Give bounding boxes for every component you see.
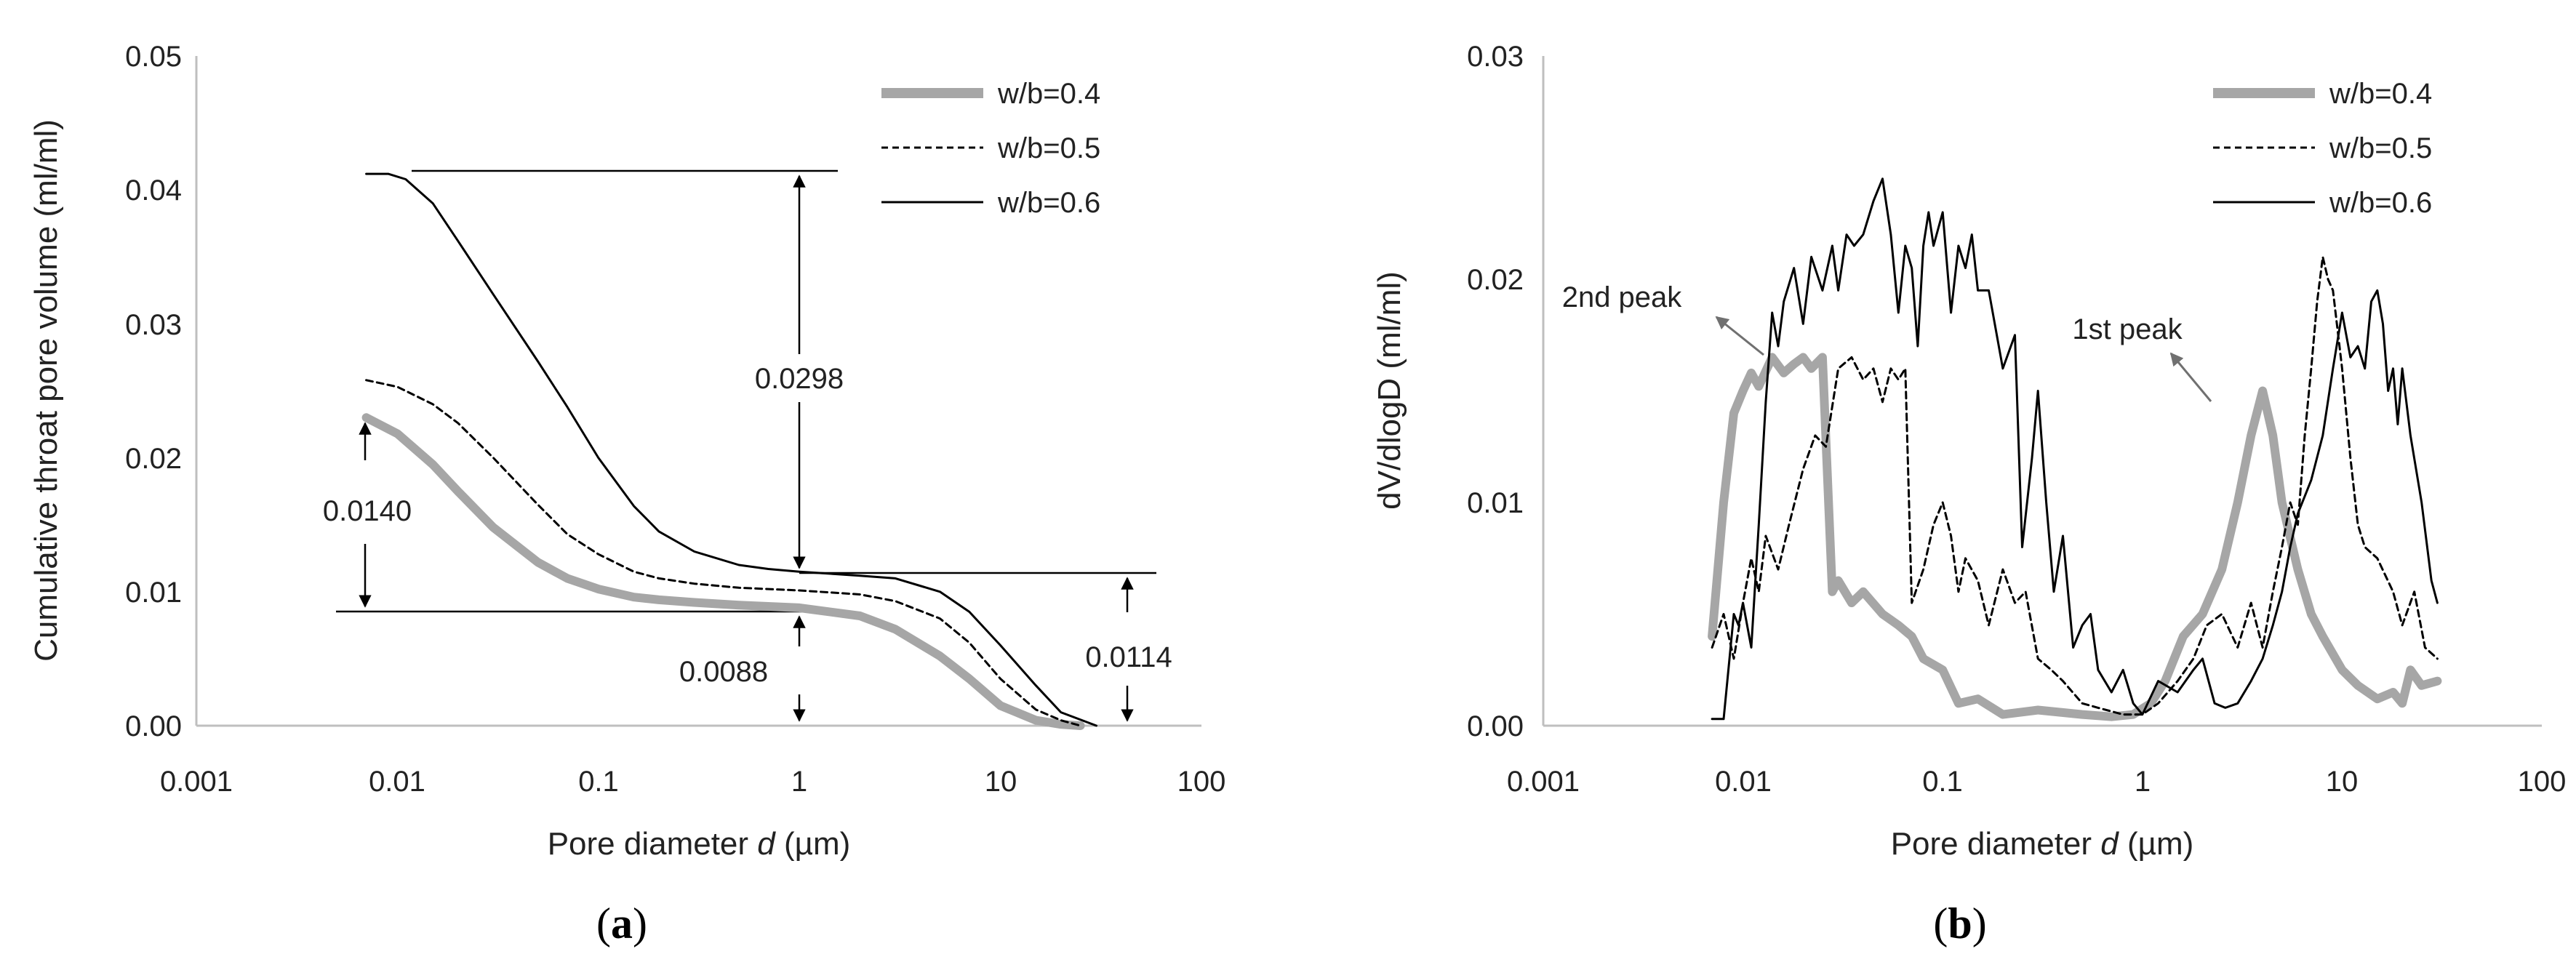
y-tick-label: 0.00 [1467, 710, 1524, 742]
series-group [1708, 177, 2442, 721]
y-tick-label: 0.02 [1467, 264, 1524, 296]
x-tick-label: 0.01 [1715, 766, 1772, 798]
y-tick-labels: 0.00 0.01 0.02 0.03 [1467, 41, 1524, 742]
y-tick-label: 0.04 [125, 175, 182, 207]
y-tick-label: 0.03 [1467, 41, 1524, 73]
x-tick-label: 0.01 [369, 766, 425, 798]
legend-label: w/b=0.5 [997, 132, 1100, 164]
x-tick-label: 100 [1177, 766, 1226, 798]
x-tick-label: 0.001 [160, 766, 233, 798]
x-tick-label: 0.1 [1922, 766, 1963, 798]
legend-label: w/b=0.6 [2329, 187, 2432, 219]
annotation-label: 0.0140 [323, 495, 412, 527]
x-axis-title: Pore diameter d (µm) [548, 826, 851, 862]
y-axis-title: Cumulative throat pore volume (ml/ml) [28, 119, 64, 662]
legend: w/b=0.4 w/b=0.5 w/b=0.6 [881, 78, 1100, 219]
annotation-label: 0.0114 [1085, 641, 1172, 673]
x-tick-label: 0.001 [1507, 766, 1580, 798]
peak-arrow [2169, 352, 2212, 402]
peak-label: 1st peak [2072, 313, 2183, 345]
x-tick-label: 0.1 [578, 766, 619, 798]
series-line-w-b-0-5 [365, 379, 1082, 727]
y-tick-label: 0.00 [125, 710, 182, 742]
x-tick-label: 1 [2135, 766, 2151, 798]
legend-label: w/b=0.5 [2329, 132, 2432, 164]
y-tick-label: 0.01 [125, 577, 182, 609]
y-axis-title: dV/dlogD (ml/ml) [1372, 271, 1407, 510]
y-tick-label: 0.03 [125, 309, 182, 341]
y-tick-label: 0.01 [1467, 487, 1524, 519]
panel-label: (a) [596, 899, 647, 947]
y-tick-label: 0.05 [125, 41, 182, 73]
x-tick-label: 10 [985, 766, 1017, 798]
x-tick-labels: 0.001 0.01 0.1 1 10 100 [160, 766, 1225, 798]
series-line-w-b-0-6 [365, 172, 1097, 727]
series-line-w-b-0-5 [1711, 255, 2439, 716]
x-tick-label: 1 [791, 766, 807, 798]
annotation-label: 0.0088 [679, 656, 768, 688]
chart-panel-b: 0.00 0.01 0.02 0.03 0.001 0.01 0.1 1 10 … [1372, 41, 2566, 947]
x-tick-label: 100 [2518, 766, 2567, 798]
series-line-w-b-0-6 [1711, 177, 2439, 721]
annotation-label: 0.0298 [755, 363, 844, 395]
legend: w/b=0.4 w/b=0.5 w/b=0.6 [2213, 78, 2432, 219]
x-tick-label: 10 [2326, 766, 2359, 798]
peak-label: 2nd peak [1562, 281, 1683, 313]
legend-label: w/b=0.4 [997, 78, 1100, 110]
series-group [361, 172, 1097, 730]
series-line-w-b-0-4 [1708, 353, 2442, 721]
legend-label: w/b=0.6 [997, 187, 1100, 219]
panel-label: (b) [1933, 899, 1986, 947]
x-axis-title: Pore diameter d (µm) [1891, 826, 2194, 862]
series-line-w-b-0-4 [361, 413, 1085, 730]
legend-label: w/b=0.4 [2329, 78, 2432, 110]
peak-arrow [1715, 316, 1764, 356]
y-tick-label: 0.02 [125, 443, 182, 475]
y-tick-labels: 0.00 0.01 0.02 0.03 0.04 0.05 [125, 41, 182, 742]
x-tick-labels: 0.001 0.01 0.1 1 10 100 [1507, 766, 2566, 798]
chart-panel-a: 0.00 0.01 0.02 0.03 0.04 0.05 0.001 0.01… [28, 41, 1225, 947]
